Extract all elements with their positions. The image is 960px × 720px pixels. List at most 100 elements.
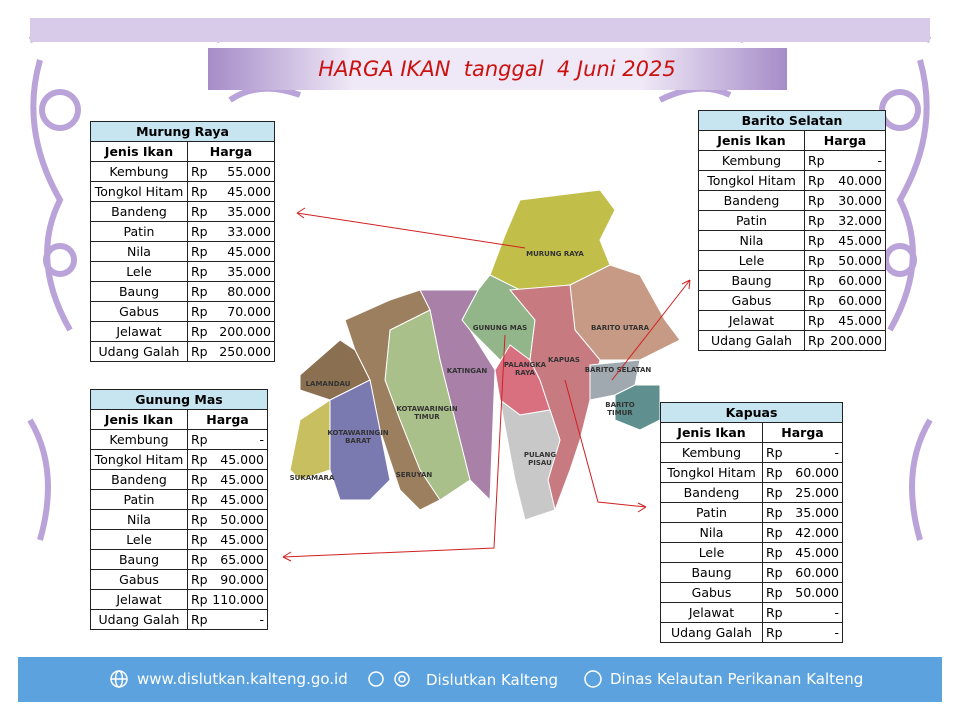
cell: Rp 60.000: [804, 290, 886, 311]
cell: Rp 45.000: [187, 469, 268, 490]
cell: Rp 250.000: [187, 341, 275, 362]
title-banner: [208, 48, 787, 90]
price: -: [834, 445, 839, 460]
map-label: GUNUNG MAS: [473, 324, 527, 332]
cell: Rp 33.000: [187, 221, 275, 242]
cell: Rp 35.000: [187, 261, 275, 282]
cell: Udang Galah: [90, 609, 188, 630]
cell: Rp 50.000: [187, 509, 268, 530]
map-label: KOTAWARINGIN: [327, 429, 388, 437]
price: 250.000: [219, 344, 271, 359]
map-label: RAYA: [515, 369, 536, 377]
cell: Rp 45.000: [187, 449, 268, 470]
price: -: [834, 625, 839, 640]
cell: Lele: [660, 542, 763, 563]
cell: Rp 60.000: [762, 562, 843, 583]
map-label: PISAU: [528, 459, 552, 467]
currency: Rp: [191, 244, 208, 259]
cell: Rp 45.000: [804, 230, 886, 251]
map-label: SUKAMARA: [290, 474, 335, 482]
price: 45.000: [838, 233, 882, 248]
currency: Rp: [191, 304, 208, 319]
price: 45.000: [227, 244, 271, 259]
price: 33.000: [227, 224, 271, 239]
arrows: [282, 207, 691, 562]
currency: Rp: [766, 505, 783, 520]
cell: Udang Galah: [698, 330, 805, 351]
currency: Rp: [766, 525, 783, 540]
cell: Rp 35.000: [762, 502, 843, 523]
footer-icons: [110, 670, 602, 688]
map-label: KOTAWARINGIN: [396, 405, 457, 413]
cell: Gunung Mas: [90, 389, 268, 410]
cell: Jenis Ikan: [90, 409, 188, 430]
currency: Rp: [191, 284, 208, 299]
price: 35.000: [227, 204, 271, 219]
map-label: SERUYAN: [396, 471, 433, 479]
arrow: [282, 334, 506, 558]
currency: Rp: [191, 552, 208, 567]
cell: Kembung: [698, 150, 805, 171]
map-label: BARAT: [345, 437, 371, 445]
cell: Harga: [804, 130, 886, 151]
cell: Tongkol Hitam: [660, 462, 763, 483]
currency: Rp: [766, 545, 783, 560]
price-table: Barito Selatan Jenis Ikan Harga Kembung Rp - T…: [698, 110, 886, 351]
currency: Rp: [808, 253, 825, 268]
price: 50.000: [838, 253, 882, 268]
cell: Gabus: [90, 569, 188, 590]
arrow: [296, 212, 526, 249]
map-label: KATINGAN: [447, 367, 488, 375]
footer-facebook: Dinas Kelautan Perikanan Kalteng: [610, 670, 863, 688]
region: [499, 398, 561, 521]
price: 90.000: [220, 572, 264, 587]
cell: Rp 50.000: [804, 250, 886, 271]
price: 30.000: [838, 193, 882, 208]
map-label: TIMUR: [414, 413, 440, 421]
map-label: TIMUR: [607, 409, 633, 417]
price: 65.000: [220, 552, 264, 567]
currency: Rp: [808, 273, 825, 288]
title: HARGA IKAN tanggal 4 Juni 2025: [318, 57, 675, 81]
cell: Udang Galah: [660, 622, 763, 643]
region: [329, 379, 391, 501]
price: -: [259, 432, 264, 447]
cell: Rp 200.000: [187, 321, 275, 342]
price: -: [877, 153, 882, 168]
price: 45.000: [220, 532, 264, 547]
currency: Rp: [191, 264, 208, 279]
arrow: [564, 379, 647, 508]
price: 25.000: [795, 485, 839, 500]
price: 45.000: [220, 452, 264, 467]
cell: Rp 60.000: [804, 270, 886, 291]
cell: Kembung: [90, 429, 188, 450]
cell: Harga: [187, 141, 275, 162]
currency: Rp: [766, 465, 783, 480]
cell: Bandeng: [90, 469, 188, 490]
currency: Rp: [191, 572, 208, 587]
cell: Jenis Ikan: [698, 130, 805, 151]
cell: Murung Raya: [90, 121, 275, 142]
cell: Rp 65.000: [187, 549, 268, 570]
cell: Rp -: [762, 442, 843, 463]
cell: Lele: [698, 250, 805, 271]
price: 60.000: [795, 565, 839, 580]
cell: Rp 200.000: [804, 330, 886, 351]
map-label: PULANG: [524, 451, 557, 459]
price: 45.000: [838, 313, 882, 328]
cell: Udang Galah: [90, 341, 188, 362]
cell: Bandeng: [90, 201, 188, 222]
currency: Rp: [808, 233, 825, 248]
cell: Rp 80.000: [187, 281, 275, 302]
price: 35.000: [227, 264, 271, 279]
currency: Rp: [191, 492, 208, 507]
price: 200.000: [830, 333, 882, 348]
currency: Rp: [808, 333, 825, 348]
price: 60.000: [838, 273, 882, 288]
price: 110.000: [212, 592, 264, 607]
price: 45.000: [795, 545, 839, 560]
price: -: [259, 612, 264, 627]
footer-bar: [18, 657, 942, 702]
cell: Barito Selatan: [698, 110, 886, 131]
cell: Kembung: [660, 442, 763, 463]
